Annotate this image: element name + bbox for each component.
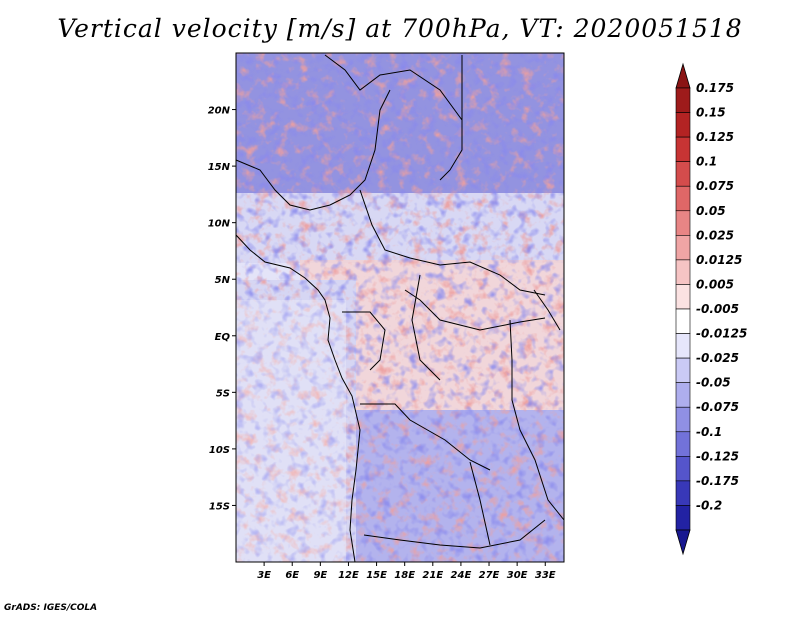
colorbar-label: -0.2 [696, 498, 722, 512]
colorbar-segment [675, 235, 691, 261]
colorbar-label: 0.005 [696, 277, 734, 291]
colorbar-label: 0.0125 [696, 253, 742, 267]
chart-title: Vertical velocity [m/s] at 700hPa, VT: 2… [57, 14, 743, 43]
longitude-axis: 3E 6E 9E 12E 15E 18E 21E 24E 27E 30E 33E [257, 562, 556, 581]
lat-tick-label: EQ [215, 332, 231, 343]
lat-tick-label: 15N [208, 162, 231, 173]
colorbar-segment [675, 112, 691, 138]
colorbar-label: 0.025 [696, 228, 734, 242]
colorbar-segment [675, 456, 691, 482]
lon-tick-label: 9E [313, 570, 327, 581]
lat-tick-label: 5S [216, 388, 230, 399]
lon-tick-label: 3E [257, 570, 271, 581]
latitude-axis: 20N 15N 10N 5N EQ 5S 10S 15S [208, 106, 236, 512]
colorbar-segment [675, 87, 691, 113]
colorbar-segment [675, 406, 691, 433]
colorbar-segment [675, 382, 691, 408]
lon-tick-label: 6E [285, 570, 299, 581]
colorbar-segment [675, 284, 691, 310]
lon-tick-label: 33E [535, 570, 556, 581]
colorbar-segment [675, 136, 691, 162]
colorbar-segment [675, 185, 691, 212]
colorbar-segment [675, 161, 691, 187]
colorbar-label: 0.125 [696, 130, 734, 144]
colorbar-segment [675, 357, 691, 383]
lat-tick-label: 5N [215, 275, 231, 286]
colorbar-label: 0.05 [696, 204, 726, 218]
colorbar-label: -0.005 [696, 302, 739, 316]
grads-credit: GrADS: IGES/COLA [4, 603, 98, 613]
colorbar-segment [675, 505, 691, 531]
lat-tick-label: 15S [209, 501, 230, 512]
colorbar-segment [675, 210, 691, 236]
colorbar-segment [675, 333, 691, 359]
colorbar-label: -0.175 [696, 474, 739, 488]
colorbar-label: -0.05 [696, 376, 731, 390]
map-frame [235, 52, 565, 563]
colorbar-label: 0.175 [696, 81, 734, 95]
lat-tick-label: 20N [208, 106, 231, 117]
colorbar-label: 0.15 [696, 106, 726, 120]
lon-tick-label: 24E [451, 570, 472, 581]
colorbar-segment [675, 308, 691, 334]
colorbar-segment [675, 480, 691, 506]
lon-tick-label: 30E [507, 570, 528, 581]
colorbar-top-arrow [675, 62, 691, 89]
lon-tick-label: 21E [422, 570, 443, 581]
colorbar-label: -0.125 [696, 449, 739, 463]
colorbar-segment [675, 259, 691, 285]
colorbar-label: 0.1 [696, 155, 717, 169]
colorbar-label: -0.025 [696, 351, 739, 365]
lat-tick-label: 10N [208, 219, 231, 230]
lon-tick-label: 12E [338, 570, 359, 581]
map-field [236, 53, 564, 562]
colorbar-bottom-arrow [675, 529, 691, 556]
colorbar-label: -0.0125 [696, 327, 747, 341]
colorbar-label: 0.075 [696, 179, 734, 193]
lon-tick-label: 18E [394, 570, 415, 581]
colorbar-label: -0.1 [696, 425, 722, 439]
lat-tick-label: 10S [209, 445, 230, 456]
lon-tick-label: 15E [366, 570, 387, 581]
colorbar-label: -0.075 [696, 400, 739, 414]
colorbar-segment [675, 431, 691, 457]
colorbar: 0.175 0.15 0.125 0.1 0.075 0.05 0.025 0.0125 0.0… [675, 62, 747, 556]
country-borders [235, 54, 565, 563]
lon-tick-label: 27E [479, 570, 500, 581]
